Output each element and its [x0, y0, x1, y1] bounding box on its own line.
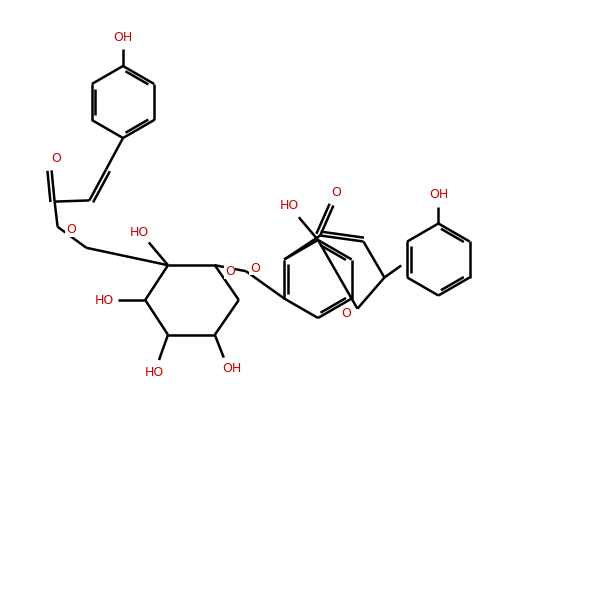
Text: OH: OH: [113, 31, 133, 44]
Text: O: O: [225, 265, 235, 278]
Text: O: O: [250, 262, 260, 275]
Text: HO: HO: [145, 365, 164, 379]
Text: HO: HO: [280, 199, 299, 212]
Text: O: O: [66, 223, 76, 236]
Text: O: O: [341, 307, 352, 320]
Text: OH: OH: [222, 362, 241, 375]
Text: HO: HO: [95, 293, 114, 307]
Text: OH: OH: [429, 188, 448, 201]
Text: HO: HO: [130, 226, 149, 239]
Text: O: O: [331, 186, 341, 199]
Text: O: O: [52, 152, 61, 165]
